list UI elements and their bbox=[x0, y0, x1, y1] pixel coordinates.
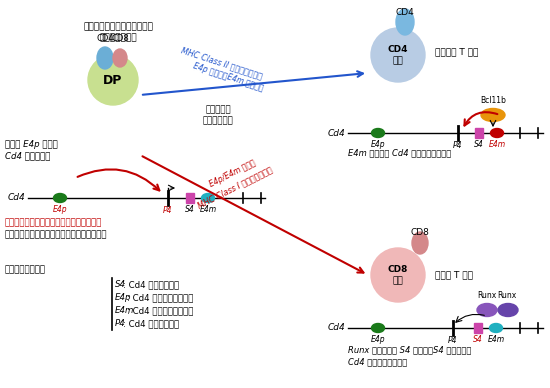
Text: E4p: E4p bbox=[53, 205, 67, 214]
Text: : Cd4 サイレンサー: : Cd4 サイレンサー bbox=[123, 280, 179, 289]
Text: Cd4: Cd4 bbox=[327, 324, 345, 333]
Ellipse shape bbox=[97, 47, 113, 69]
Text: CD4: CD4 bbox=[388, 45, 408, 54]
Text: S4: S4 bbox=[185, 205, 195, 214]
Ellipse shape bbox=[113, 49, 127, 67]
Ellipse shape bbox=[396, 9, 414, 35]
Bar bbox=[474, 323, 482, 333]
Text: ポジティブセレクション前の: ポジティブセレクション前の bbox=[83, 22, 153, 31]
Text: E4m: E4m bbox=[200, 205, 217, 214]
Text: Cd4 の発現誘導: Cd4 の発現誘導 bbox=[5, 151, 51, 160]
Circle shape bbox=[371, 248, 425, 302]
Text: 未熟な胸腺細胞: 未熟な胸腺細胞 bbox=[99, 33, 137, 42]
Text: E4p: E4p bbox=[371, 140, 386, 149]
Text: Cd4 遺伝子の発現抑制: Cd4 遺伝子の発現抑制 bbox=[348, 357, 407, 366]
Text: : Cd4 プロモーター: : Cd4 プロモーター bbox=[123, 319, 179, 328]
Text: 陽性: 陽性 bbox=[393, 57, 403, 66]
Text: E4m 依存的な Cd4 遺伝子の発現誘導: E4m 依存的な Cd4 遺伝子の発現誘導 bbox=[348, 148, 451, 157]
Text: P4: P4 bbox=[163, 206, 173, 215]
Text: セレクション: セレクション bbox=[202, 116, 233, 125]
Text: キラー T 細胞: キラー T 細胞 bbox=[435, 270, 473, 279]
Text: CD8: CD8 bbox=[410, 228, 430, 237]
Text: P4: P4 bbox=[448, 336, 458, 345]
Text: E4m: E4m bbox=[487, 335, 504, 344]
Text: P4: P4 bbox=[115, 319, 126, 328]
Text: CD8: CD8 bbox=[111, 34, 129, 43]
Text: 赤字：活性化状態にあるシス転写調節領域: 赤字：活性化状態にあるシス転写調節領域 bbox=[5, 218, 102, 227]
Text: E4m: E4m bbox=[115, 306, 134, 315]
Text: Cd4: Cd4 bbox=[327, 128, 345, 137]
Ellipse shape bbox=[412, 232, 428, 254]
Text: Runx: Runx bbox=[497, 291, 516, 300]
Ellipse shape bbox=[371, 128, 384, 137]
Text: E4p/E4m の抑制: E4p/E4m の抑制 bbox=[208, 158, 257, 189]
Text: MHC Class II 分子による選択: MHC Class II 分子による選択 bbox=[180, 45, 263, 80]
Ellipse shape bbox=[53, 194, 67, 203]
Text: P4: P4 bbox=[453, 141, 463, 150]
Text: E4p の抑制・E4m の活性化: E4p の抑制・E4m の活性化 bbox=[192, 61, 265, 93]
Text: CD4: CD4 bbox=[96, 34, 114, 43]
Text: Bcl11b: Bcl11b bbox=[480, 96, 506, 105]
Text: Runx 分子による S4 依存的・S4 非依存的な: Runx 分子による S4 依存的・S4 非依存的な bbox=[348, 345, 471, 354]
Ellipse shape bbox=[201, 194, 214, 203]
Text: 黒字：非活性化状態にあるシス転写調節領域: 黒字：非活性化状態にあるシス転写調節領域 bbox=[5, 230, 107, 239]
Bar bbox=[186, 193, 194, 203]
Text: S4: S4 bbox=[473, 335, 483, 344]
Text: CD8: CD8 bbox=[388, 265, 408, 274]
Text: : Cd4 成熟エンハンサー: : Cd4 成熟エンハンサー bbox=[127, 306, 194, 315]
Text: 陽性: 陽性 bbox=[393, 277, 403, 286]
Text: シス転写調節領域: シス転写調節領域 bbox=[5, 265, 46, 274]
Ellipse shape bbox=[481, 109, 505, 121]
Text: E4m: E4m bbox=[488, 140, 505, 149]
Ellipse shape bbox=[491, 128, 503, 137]
Text: MHC Class I 分子による選択: MHC Class I 分子による選択 bbox=[196, 165, 274, 211]
Ellipse shape bbox=[371, 324, 384, 333]
Circle shape bbox=[371, 28, 425, 82]
Text: CD4: CD4 bbox=[395, 8, 414, 17]
Ellipse shape bbox=[477, 303, 497, 317]
Text: E4p: E4p bbox=[371, 335, 386, 344]
Text: DP: DP bbox=[103, 73, 123, 87]
Text: 活性化 E4p による: 活性化 E4p による bbox=[5, 140, 58, 149]
Bar bbox=[475, 128, 483, 138]
Circle shape bbox=[88, 55, 138, 105]
Ellipse shape bbox=[498, 303, 518, 317]
Text: : Cd4 近位エンハンサー: : Cd4 近位エンハンサー bbox=[127, 293, 194, 302]
Text: Cd4: Cd4 bbox=[7, 194, 25, 203]
Text: E4p: E4p bbox=[115, 293, 131, 302]
Text: S4: S4 bbox=[115, 280, 126, 289]
Text: ポジティブ: ポジティブ bbox=[205, 105, 231, 114]
Text: Runx: Runx bbox=[477, 291, 497, 300]
Text: ヘルパー T 細胞: ヘルパー T 細胞 bbox=[435, 47, 478, 57]
Text: S4: S4 bbox=[474, 140, 484, 149]
Ellipse shape bbox=[490, 324, 503, 333]
